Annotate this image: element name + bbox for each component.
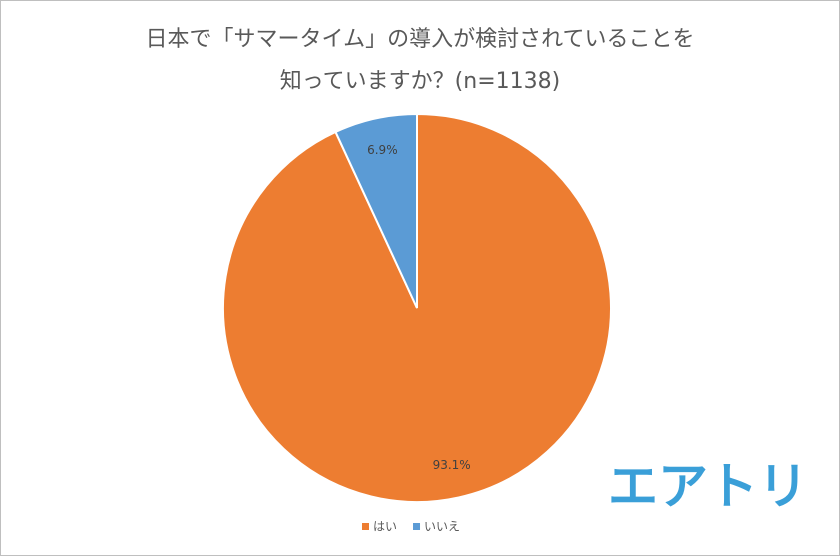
data-label: 6.9% (367, 143, 398, 157)
logo: エアトリ (608, 458, 808, 516)
legend-swatch (413, 523, 421, 530)
chart-title: 知っていますか？(n=1138) (280, 69, 560, 94)
legend-swatch (362, 523, 369, 530)
chart-title: 日本で「サマータイム」の導入が検討されていることを (146, 27, 695, 52)
legend-label: はい (373, 520, 397, 534)
pie-slice (334, 112, 418, 309)
data-label: 93.1% (433, 458, 471, 472)
legend-label: いいえ (424, 520, 460, 534)
